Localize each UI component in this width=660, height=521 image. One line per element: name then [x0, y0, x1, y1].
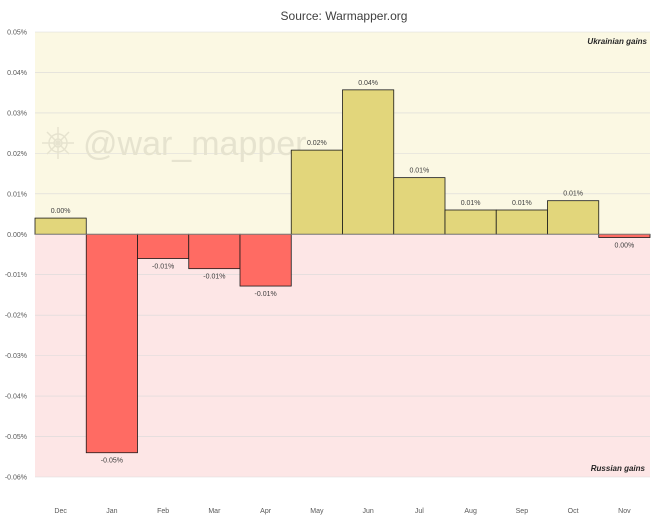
y-tick-label: -0.05%: [5, 434, 27, 441]
bar-mar: [188, 233, 241, 270]
watermark-text: @war_mapper: [83, 125, 307, 163]
x-tick-label: Jan: [106, 508, 117, 515]
data-label: 0.01%: [409, 168, 429, 175]
y-tick-label: -0.04%: [5, 394, 27, 401]
bar-sep: [495, 209, 548, 235]
data-label: 0.01%: [512, 200, 532, 207]
bar-jul: [393, 177, 446, 235]
y-tick-label: 0.02%: [7, 151, 27, 158]
compass-logo-icon: [42, 127, 74, 159]
y-tick-label: 0.01%: [7, 191, 27, 198]
x-axis-ticks: Dec Jan Feb Mar Apr May Jun Jul Aug Sep Oct Nov: [54, 508, 631, 515]
x-tick-label: Oct: [568, 508, 579, 515]
data-label: 0.00%: [614, 243, 634, 250]
data-labels: 0.00% -0.05% -0.01% -0.01% -0.01% 0.02% 0.04% 0…: [51, 80, 635, 465]
data-label: 0.04%: [358, 80, 378, 87]
y-tick-label: -0.06%: [5, 475, 27, 482]
data-label: -0.01%: [255, 291, 277, 298]
bar-oct: [547, 200, 600, 235]
data-label: 0.01%: [563, 191, 583, 198]
bar-jan: [85, 233, 138, 454]
bar-apr: [239, 233, 292, 287]
x-tick-label: Aug: [464, 508, 477, 515]
bar-jun: [342, 89, 395, 235]
data-label: 0.02%: [307, 140, 327, 147]
y-tick-label: 0.00%: [7, 232, 27, 239]
x-tick-label: Apr: [260, 508, 272, 515]
y-tick-label: -0.02%: [5, 313, 27, 320]
x-tick-label: Mar: [208, 508, 221, 515]
y-tick-label: -0.01%: [5, 272, 27, 279]
data-label: -0.01%: [203, 274, 225, 281]
watermark: @war_mapper: [42, 125, 307, 163]
russian-gains-label: Russian gains: [591, 464, 646, 473]
x-tick-label: Dec: [54, 508, 67, 515]
y-tick-label: 0.03%: [7, 110, 27, 117]
y-axis-ticks: 0.05% 0.04% 0.03% 0.02% 0.01% 0.00% -0.01% -0.0…: [5, 30, 27, 482]
bar-dec: [34, 217, 87, 235]
data-label: 0.01%: [461, 200, 481, 207]
bars: [34, 89, 651, 454]
x-tick-label: Sep: [516, 508, 529, 515]
bar-feb: [137, 233, 190, 259]
x-tick-label: Jul: [415, 508, 424, 515]
y-tick-label: -0.03%: [5, 353, 27, 360]
data-label: 0.00%: [51, 208, 71, 215]
ukrainian-gains-label: Ukrainian gains: [587, 37, 647, 46]
x-tick-label: Jun: [362, 508, 373, 515]
bar-may: [290, 149, 343, 235]
x-tick-label: Feb: [157, 508, 169, 515]
data-label: -0.01%: [152, 264, 174, 271]
bar-nov: [598, 233, 651, 238]
y-tick-label: 0.05%: [7, 30, 27, 37]
x-tick-label: Nov: [618, 508, 631, 515]
chart-title: Source: Warmapper.org: [281, 9, 408, 23]
y-tick-label: 0.04%: [7, 70, 27, 77]
data-label: -0.05%: [101, 458, 123, 465]
x-tick-label: May: [310, 508, 324, 515]
bar-aug: [444, 209, 497, 235]
